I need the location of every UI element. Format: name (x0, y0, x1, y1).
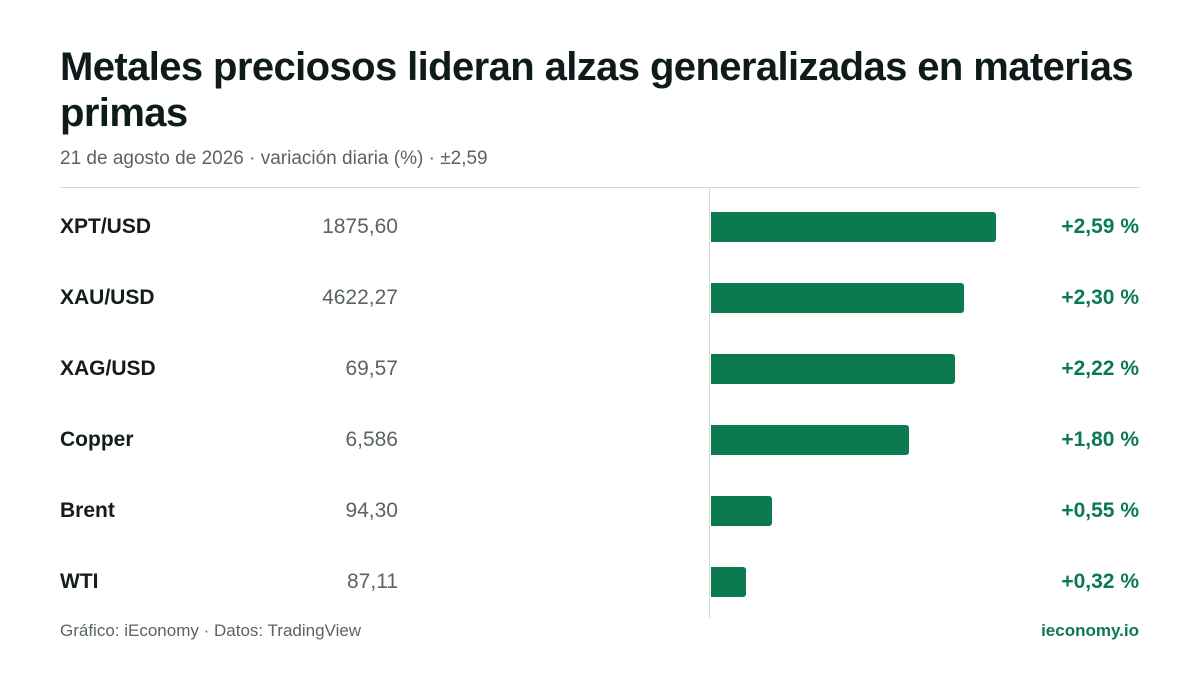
bar-row: Brent 94,30 +0,55 % (0, 491, 1200, 531)
bar-value-label: +2,59 % (1061, 215, 1139, 238)
bar-row: WTI 87,11 +0,32 % (0, 562, 1200, 602)
row-symbol-label: XPT/USD (60, 215, 152, 238)
bar-row: XAU/USD 4622,27 +2,30 % (0, 278, 1200, 318)
row-symbol-label: Copper (60, 428, 134, 451)
source-credit: Gráfico: iEconomy · Datos: TradingView (60, 621, 362, 640)
bar-row: XPT/USD 1875,60 +2,59 % (0, 207, 1200, 247)
row-price-value: 94,30 (345, 499, 398, 522)
bar-value-label: +1,80 % (1061, 428, 1139, 451)
bar-mark (711, 354, 956, 384)
bar-value-label: +0,55 % (1061, 499, 1139, 522)
bar-value-label: +0,32 % (1061, 570, 1139, 593)
brand-link[interactable]: ieconomy.io (1041, 621, 1139, 640)
bar-value-label: +2,30 % (1061, 286, 1139, 309)
chart-subtitle: 21 de agosto de 2026 · variación diaria … (60, 148, 488, 169)
row-symbol-label: WTI (60, 570, 99, 593)
row-symbol-label: XAG/USD (60, 357, 156, 380)
row-price-value: 6,586 (345, 428, 398, 451)
row-symbol-label: Brent (60, 499, 115, 522)
bar-value-label: +2,22 % (1061, 357, 1139, 380)
row-price-value: 69,57 (345, 357, 398, 380)
row-price-value: 1875,60 (322, 215, 398, 238)
row-price-value: 4622,27 (322, 286, 398, 309)
chart-title: Metales preciosos lideran alzas generali… (60, 45, 1134, 135)
row-price-value: 87,11 (347, 570, 398, 593)
bar-row: Copper 6,586 +1,80 % (0, 420, 1200, 460)
bar-mark (711, 567, 747, 597)
bar-row: XAG/USD 69,57 +2,22 % (0, 349, 1200, 389)
header-divider (60, 187, 1140, 188)
bar-mark (711, 283, 965, 313)
bar-mark (711, 425, 910, 455)
bar-mark (711, 496, 772, 526)
row-symbol-label: XAU/USD (60, 286, 155, 309)
zero-axis-line (709, 188, 710, 618)
bar-mark (711, 212, 996, 242)
